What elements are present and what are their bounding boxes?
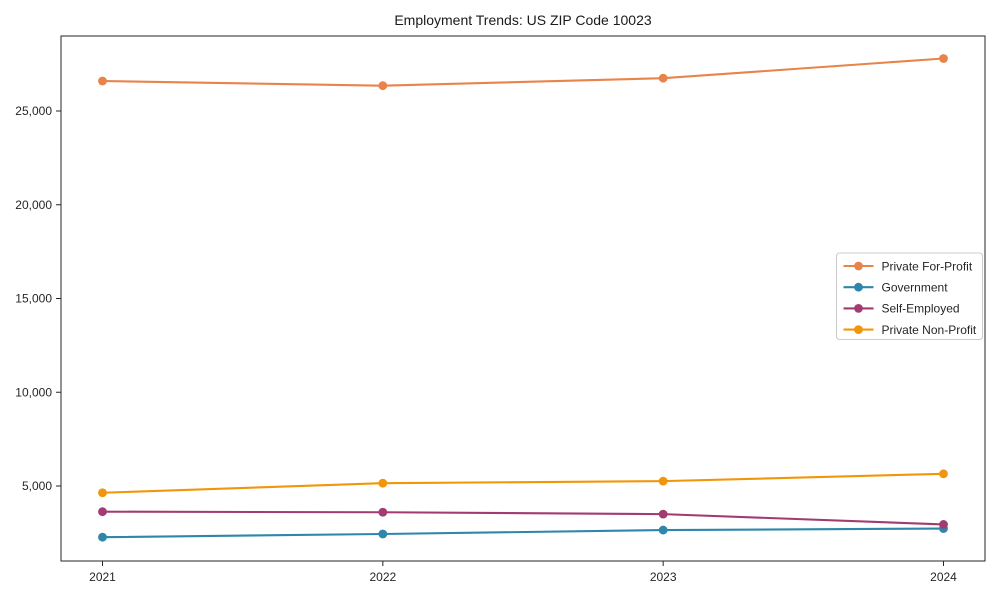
plot-layer: 5,000 10,000 15,000 20,000 25,000 2021 2022 202… [15, 35, 986, 584]
legend-label-government: Government [882, 281, 949, 295]
x-tick-label: 2021 [89, 570, 116, 584]
x-tick-label: 2023 [650, 570, 677, 584]
data-point-government-2022 [378, 529, 388, 539]
x-tick-label: 2022 [369, 570, 396, 584]
legend-box [836, 252, 983, 340]
data-point-self-employed-2023 [658, 509, 668, 519]
data-point-private-for-profit-2021 [98, 76, 107, 86]
legend-marker-private-non-profit [854, 325, 863, 334]
data-point-self-employed-2024 [939, 520, 948, 529]
series-line-private-for-profit [101, 57, 945, 87]
legend-label-private-for-profit: Private For-Profit [882, 259, 973, 273]
data-point-private-for-profit-2023 [658, 73, 668, 83]
data-point-private-for-profit-2024 [939, 54, 948, 63]
data-point-government-2023 [658, 525, 668, 535]
legend-label-private-non-profit: Private Non-Profit [882, 323, 977, 337]
data-point-self-employed-2021 [98, 507, 107, 517]
x-tick-label: 2024 [930, 570, 957, 584]
data-point-private-for-profit-2022 [378, 81, 388, 91]
series-line-private-non-profit [101, 472, 945, 494]
y-tick-label: 15,000 [15, 292, 52, 306]
legend-marker-private-for-profit [854, 261, 863, 271]
chart-title: Employment Trends: US ZIP Code 10023 [394, 12, 652, 28]
data-point-government-2021 [98, 532, 107, 542]
data-point-private-non-profit-2021 [98, 488, 107, 498]
data-point-private-non-profit-2024 [939, 469, 948, 479]
y-tick-label: 5,000 [22, 479, 52, 493]
y-tick-label: 20,000 [15, 198, 52, 212]
data-point-self-employed-2022 [378, 507, 388, 517]
data-point-private-non-profit-2023 [658, 476, 668, 486]
legend-marker-government [854, 282, 863, 292]
series-line-self-employed [101, 510, 945, 526]
series-line-government [101, 527, 945, 539]
y-tick-label: 25,000 [15, 104, 52, 118]
data-point-private-non-profit-2022 [378, 478, 388, 488]
y-tick-label: 10,000 [15, 385, 52, 399]
legend-marker-self-employed [854, 304, 863, 313]
legend-label-self-employed: Self-Employed [882, 302, 960, 316]
